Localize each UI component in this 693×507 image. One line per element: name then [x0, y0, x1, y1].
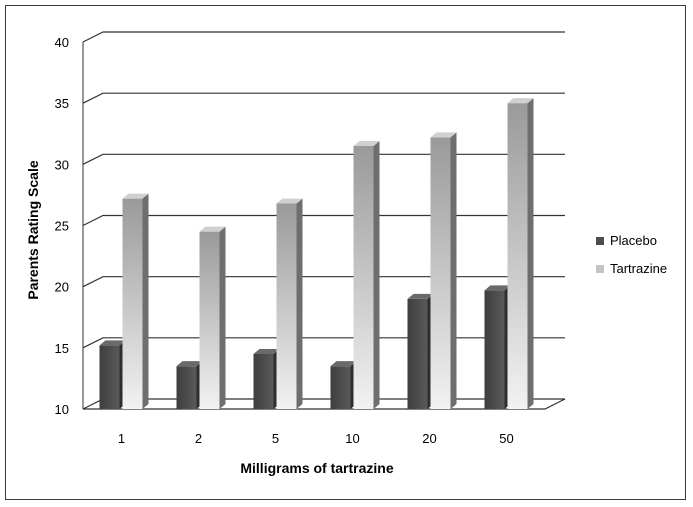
bar-placebo-10 — [330, 361, 357, 409]
bar-front — [407, 298, 428, 409]
bar-side — [450, 132, 457, 410]
bar-tartrazine-20 — [430, 132, 457, 410]
bar-top — [99, 340, 126, 346]
x-tick-label: 20 — [422, 431, 436, 446]
x-axis-title: Milligrams of tartrazine — [240, 460, 393, 476]
y-tick-label: 30 — [55, 157, 69, 172]
bar-front — [353, 145, 374, 409]
x-tick-labels: 1 2 5 10 20 50 — [118, 431, 514, 446]
y-tick-label: 35 — [55, 96, 69, 111]
gridline — [82, 153, 565, 165]
bar-front — [484, 290, 505, 409]
bar-top — [330, 361, 357, 367]
bar-side — [219, 226, 226, 409]
bar-placebo-20 — [407, 293, 434, 409]
bar-front — [430, 137, 451, 410]
x-tick-label: 1 — [118, 431, 125, 446]
bar-placebo-50 — [484, 285, 511, 409]
legend: Placebo Tartrazine — [596, 233, 667, 276]
bar-front — [199, 231, 220, 409]
x-tick-label: 5 — [272, 431, 279, 446]
y-axis-title: Parents Rating Scale — [25, 160, 41, 299]
bar-placebo-5 — [253, 348, 280, 409]
bar-tartrazine-2 — [199, 226, 226, 409]
bar-top — [122, 193, 149, 199]
bar-top — [507, 98, 534, 104]
bar-front — [330, 366, 351, 409]
y-tick-label: 10 — [55, 402, 69, 417]
bar-front — [507, 103, 528, 410]
bar-side — [527, 98, 534, 410]
x-tick-label: 2 — [195, 431, 202, 446]
legend-label-tartrazine: Tartrazine — [610, 261, 667, 276]
bar-top — [199, 226, 226, 232]
chart-frame — [5, 5, 686, 500]
bar-top — [176, 361, 203, 367]
bar-top — [484, 285, 511, 291]
gridline — [82, 214, 565, 227]
legend-label-placebo: Placebo — [610, 233, 657, 248]
bar-front — [99, 345, 120, 409]
bar-top — [276, 198, 303, 204]
bar-tartrazine-10 — [353, 140, 380, 409]
gridline — [82, 92, 565, 104]
bar-side — [296, 198, 303, 409]
legend-swatch-placebo — [596, 237, 604, 245]
bars — [99, 98, 534, 410]
bar-top — [430, 132, 457, 138]
bar-placebo-2 — [176, 361, 203, 409]
bar-top — [253, 348, 280, 354]
x-tick-label: 10 — [345, 431, 359, 446]
bar-side — [142, 193, 149, 409]
bar-tartrazine-5 — [276, 198, 303, 409]
y-tick-label: 20 — [55, 280, 69, 295]
gridlines — [82, 31, 566, 410]
floor-edge — [83, 398, 566, 410]
bar-top — [353, 140, 380, 146]
bar-front — [276, 203, 297, 409]
bar-tartrazine-1 — [122, 193, 149, 409]
bar-top — [407, 293, 434, 299]
bar-placebo-1 — [99, 340, 126, 409]
bar-side — [373, 140, 380, 409]
gridline — [82, 31, 565, 43]
legend-swatch-tartrazine — [596, 265, 604, 273]
bar-tartrazine-50 — [507, 98, 534, 410]
bar-front — [122, 198, 143, 409]
x-tick-label: 50 — [499, 431, 513, 446]
y-tick-label: 25 — [55, 219, 69, 234]
y-tick-label: 15 — [55, 341, 69, 356]
y-tick-labels: 10 15 20 25 30 35 40 — [55, 35, 69, 417]
bar-front — [176, 366, 197, 409]
gridline — [82, 276, 565, 288]
bar-front — [253, 353, 274, 409]
y-tick-label: 40 — [55, 35, 69, 50]
